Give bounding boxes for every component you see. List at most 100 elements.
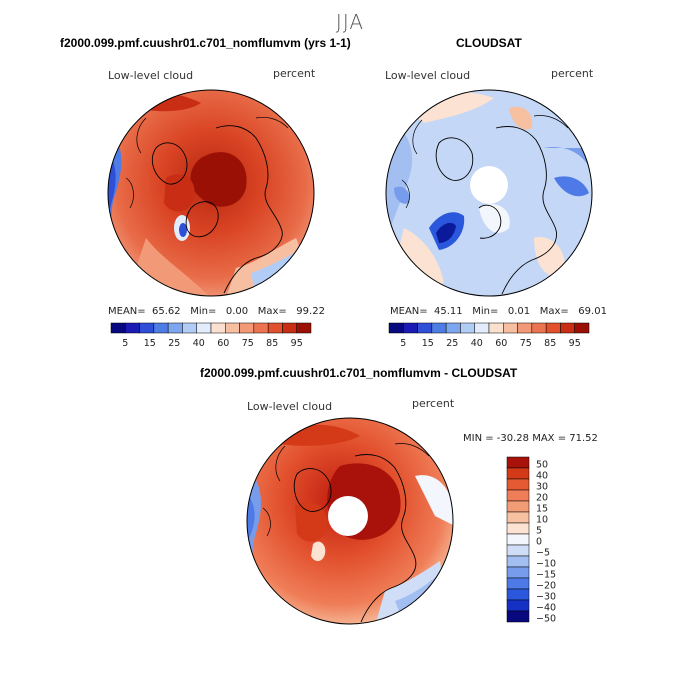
colorbar-tick-label: 15 bbox=[144, 338, 156, 349]
colorbar-tick-label: −20 bbox=[536, 581, 556, 592]
colorbar-swatch bbox=[517, 322, 533, 334]
panel-1-units-label: percent bbox=[273, 67, 316, 80]
colorbar-swatch bbox=[460, 322, 475, 334]
colorbar-swatch bbox=[388, 322, 404, 334]
colorbar-swatch bbox=[506, 577, 530, 590]
colorbar-swatch bbox=[506, 478, 530, 491]
panel-1-field-label: Low-level cloud bbox=[108, 69, 194, 82]
colorbar-tick-label: 5 bbox=[400, 338, 406, 349]
colorbar-swatch bbox=[417, 322, 433, 334]
colorbar-swatch bbox=[506, 533, 530, 546]
min-value: 0.01 bbox=[507, 306, 531, 317]
colorbar-swatch bbox=[574, 322, 590, 334]
colorbar-tick-label: 5 bbox=[536, 526, 542, 537]
colorbar-tick-label: 40 bbox=[536, 471, 548, 482]
max-value: 99.22 bbox=[296, 306, 325, 317]
colorbar-tick-label: 75 bbox=[242, 338, 254, 349]
panel-3-polar-map bbox=[246, 417, 454, 625]
colorbar-tick-label: −40 bbox=[536, 603, 556, 614]
colorbar-swatch bbox=[125, 322, 140, 334]
colorbar-swatch bbox=[296, 322, 312, 334]
colorbar-swatch bbox=[506, 555, 530, 568]
colorbar-swatch bbox=[153, 322, 169, 334]
colorbar-tick-label: 25 bbox=[168, 338, 180, 349]
colorbar-swatch bbox=[506, 489, 530, 502]
colorbar-swatch bbox=[506, 599, 530, 612]
colorbar-tick-label: 60 bbox=[495, 338, 507, 349]
colorbar-swatch bbox=[506, 544, 530, 557]
panel-1-title: f2000.099.pmf.cuushr01.c701_nomflumvm (y… bbox=[60, 36, 351, 50]
colorbar-tick-label: 95 bbox=[569, 338, 581, 349]
colorbar-swatch bbox=[225, 322, 240, 334]
colorbar-swatch bbox=[282, 322, 297, 334]
max-label: Max= bbox=[539, 306, 569, 317]
colorbar-tick-label: 15 bbox=[536, 504, 548, 515]
colorbar-swatch bbox=[506, 610, 530, 623]
colorbar-tick-label: −30 bbox=[536, 592, 556, 603]
colorbar-swatch bbox=[545, 322, 561, 334]
panel-2-polar-map bbox=[385, 89, 593, 297]
min-value: 0.00 bbox=[225, 306, 249, 317]
colorbar-swatch bbox=[506, 456, 530, 469]
colorbar-swatch bbox=[560, 322, 575, 334]
panel-3-units-label: percent bbox=[412, 397, 455, 410]
colorbar-swatch bbox=[267, 322, 283, 334]
colorbar-tick-label: 75 bbox=[520, 338, 532, 349]
panel-2-units-label: percent bbox=[551, 67, 594, 80]
colorbar-swatch bbox=[139, 322, 155, 334]
panel-2-title: CLOUDSAT bbox=[456, 36, 522, 50]
colorbar-tick-label: 85 bbox=[266, 338, 278, 349]
min-label: Min= bbox=[472, 306, 499, 317]
colorbar-swatch bbox=[210, 322, 226, 334]
colorbar-swatch bbox=[445, 322, 461, 334]
colorbar-tick-label: 25 bbox=[446, 338, 458, 349]
colorbar-tick-label: −15 bbox=[536, 570, 556, 581]
max-value: 69.01 bbox=[578, 306, 607, 317]
panel-2-field-label: Low-level cloud bbox=[385, 69, 471, 82]
colorbar-tick-label: −10 bbox=[536, 559, 556, 570]
mean-label: MEAN= bbox=[108, 306, 146, 317]
colorbar-tick-label: 95 bbox=[291, 338, 303, 349]
colorbar-tick-label: 40 bbox=[193, 338, 205, 349]
mean-value: 65.62 bbox=[152, 306, 181, 317]
colorbar-swatch bbox=[506, 511, 530, 524]
colorbar-swatch bbox=[506, 500, 530, 513]
colorbar-swatch bbox=[531, 322, 547, 334]
colorbar-tick-label: 15 bbox=[422, 338, 434, 349]
colorbar-swatch bbox=[506, 566, 530, 579]
colorbar-swatch bbox=[182, 322, 197, 334]
colorbar-swatch bbox=[110, 322, 126, 334]
colorbar-swatch bbox=[196, 322, 212, 334]
season-title: JJA bbox=[335, 10, 365, 34]
colorbar-tick-label: 50 bbox=[536, 460, 548, 471]
colorbar-swatch bbox=[403, 322, 418, 334]
colorbar-swatch bbox=[506, 522, 530, 535]
colorbar-tick-label: −5 bbox=[536, 548, 550, 559]
max-label: Max= bbox=[257, 306, 287, 317]
colorbar-tick-label: −50 bbox=[536, 614, 556, 625]
panel-3-minmax: MIN = -30.28 MAX = 71.52 bbox=[463, 433, 598, 444]
panel-3-title: f2000.099.pmf.cuushr01.c701_nomflumvm - … bbox=[200, 366, 518, 380]
colorbar-swatch bbox=[503, 322, 518, 334]
min-label: Min= bbox=[190, 306, 217, 317]
colorbar-swatch bbox=[506, 467, 530, 480]
colorbar-swatch bbox=[167, 322, 183, 334]
colorbar-swatch bbox=[253, 322, 269, 334]
colorbar-swatch bbox=[488, 322, 504, 334]
colorbar-swatch bbox=[239, 322, 255, 334]
colorbar-tick-label: 40 bbox=[471, 338, 483, 349]
colorbar-tick-label: 20 bbox=[536, 493, 548, 504]
colorbar-tick-label: 10 bbox=[536, 515, 548, 526]
colorbar-swatch bbox=[474, 322, 490, 334]
colorbar-tick-label: 30 bbox=[536, 482, 548, 493]
mean-value: 45.11 bbox=[434, 306, 463, 317]
panel-1-polar-map bbox=[107, 89, 315, 297]
panel-2-stats: MEAN= 45.11 Min= 0.01 Max= 69.01 bbox=[390, 306, 607, 317]
mean-label: MEAN= bbox=[390, 306, 428, 317]
panel-1-stats: MEAN= 65.62 Min= 0.00 Max= 99.22 bbox=[108, 306, 325, 317]
colorbar-panel-1: 5 15 25 40 60 75 85 95 bbox=[110, 322, 312, 349]
colorbar-tick-label: 85 bbox=[544, 338, 556, 349]
colorbar-tick-label: 5 bbox=[122, 338, 128, 349]
colorbar-panel-2: 5 15 25 40 60 75 85 95 bbox=[388, 322, 590, 349]
